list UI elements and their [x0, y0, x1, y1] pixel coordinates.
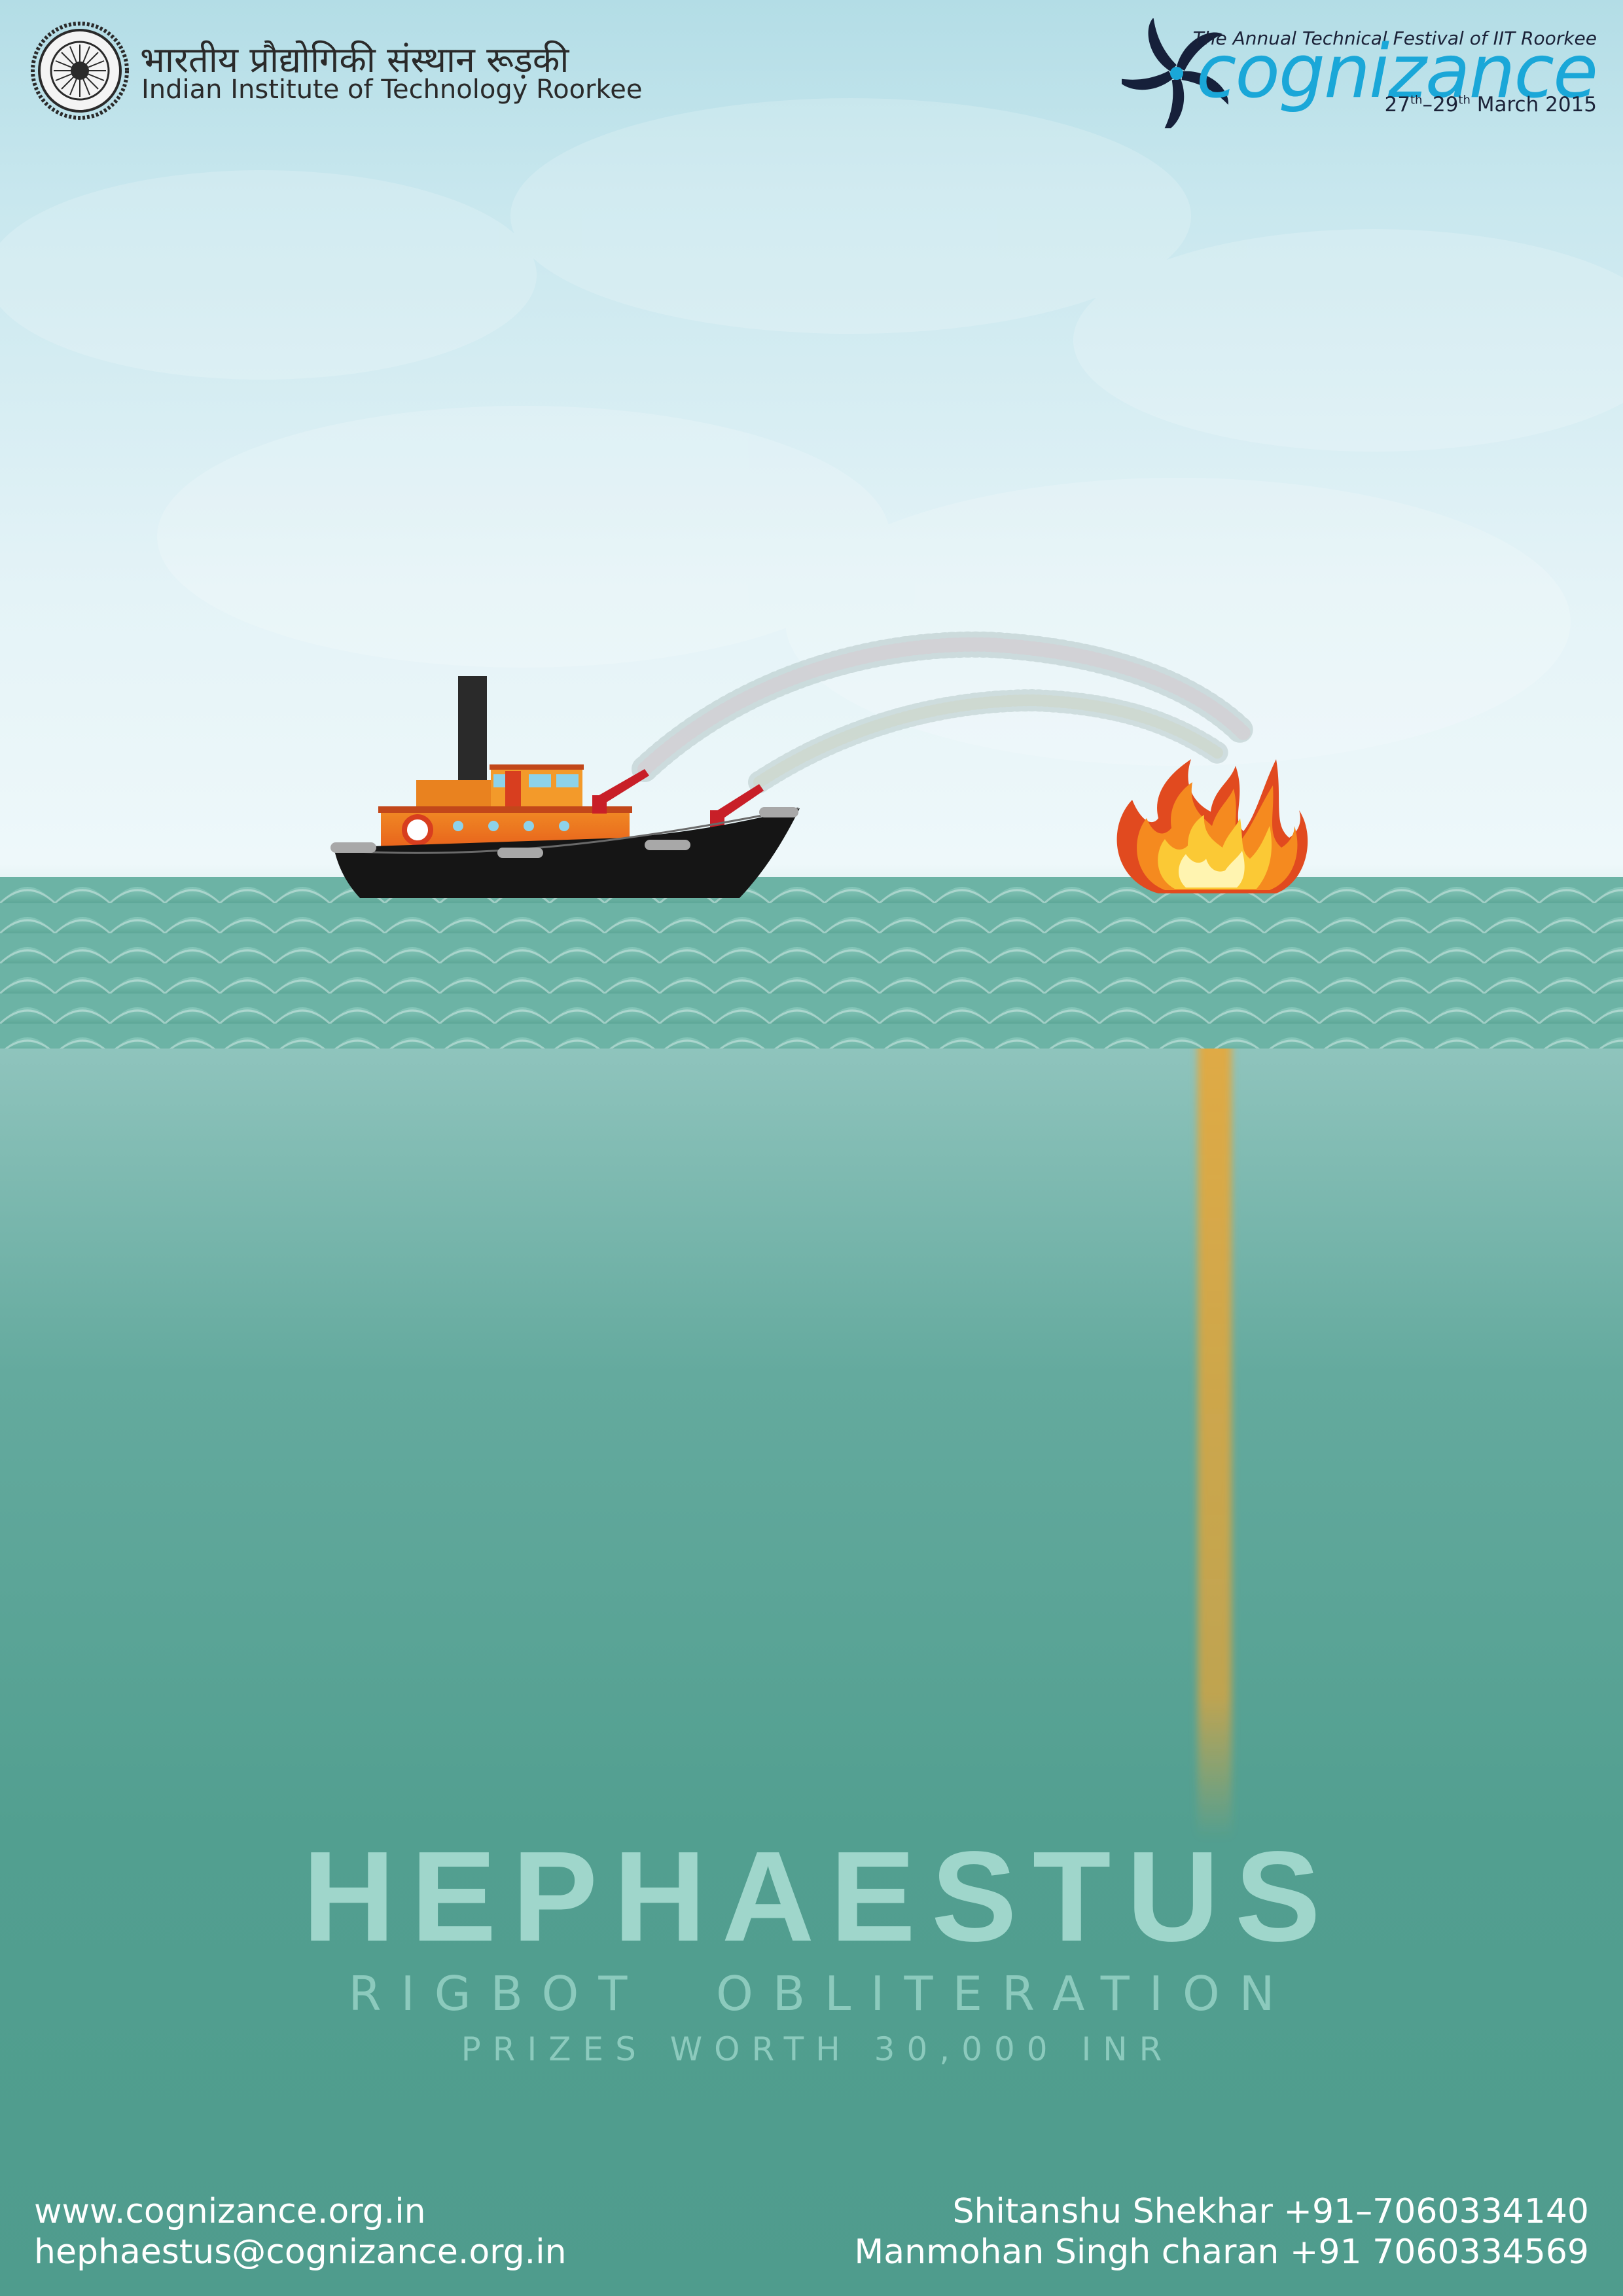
institute-header: भारतीय प्रौद्योगिकी संस्थान रूड़की India… — [30, 21, 642, 126]
prizes-text: PRIZES WORTH 30,000 INR — [461, 2030, 1174, 2068]
date-separator: – — [1422, 93, 1433, 117]
month-year: March 2015 — [1470, 93, 1597, 117]
water-spray — [632, 631, 1257, 793]
event-title: HEPHAESTUS — [302, 1825, 1336, 1968]
email-link[interactable]: hephaestus@cognizance.org.in — [34, 2233, 567, 2272]
iit-roorkee-seal-icon — [31, 22, 129, 120]
contact-person: Manmohan Singh charan +91 7060334569 — [854, 2233, 1589, 2272]
fire-icon — [1116, 759, 1308, 893]
contact-person: Shitanshu Shekhar +91–7060334140 — [952, 2192, 1589, 2231]
institute-name-hindi: भारतीय प्रौद्योगिकी संस्थान रूड़की — [140, 39, 569, 81]
footer-links: www.cognizance.org.in hephaestus@cogniza… — [34, 2191, 567, 2272]
event-title-block: HEPHAESTUS RIGBOT OBLITERATION PRIZES WO… — [0, 1825, 1623, 2069]
footer-contacts: Shitanshu Shekhar +91–7060334140 Manmoha… — [854, 2191, 1589, 2272]
ship-icon — [330, 676, 800, 898]
end-day: 29 — [1432, 93, 1459, 117]
start-day-suffix: th — [1410, 93, 1423, 107]
event-subtitle: RIGBOT OBLITERATION — [348, 1966, 1294, 2021]
sky-background — [0, 98, 1623, 766]
sea-scene — [0, 631, 1623, 1839]
cognizance-pinwheel-icon — [1122, 18, 1228, 128]
festival-header: The Annual Technical Festival of IIT Roo… — [1113, 18, 1598, 130]
start-day: 27 — [1384, 93, 1410, 117]
waves — [0, 877, 1623, 1049]
website-link[interactable]: www.cognizance.org.in — [34, 2192, 426, 2231]
end-day-suffix: th — [1458, 93, 1471, 107]
institute-name-english: Indian Institute of Technology Roorkee — [141, 75, 643, 105]
festival-name: cognizance — [1196, 29, 1598, 115]
festival-tagline: The Annual Technical Festival of IIT Roo… — [1192, 27, 1597, 49]
festival-dates: 27th–29th March 2015 — [1385, 93, 1597, 117]
